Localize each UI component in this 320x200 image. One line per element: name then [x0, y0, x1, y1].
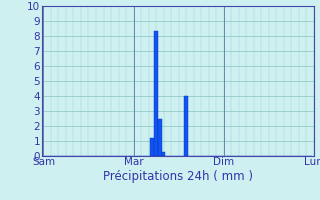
Bar — [154, 31, 158, 156]
Bar — [158, 118, 162, 156]
Bar — [184, 96, 188, 156]
Bar — [162, 152, 165, 156]
Bar — [150, 138, 154, 156]
X-axis label: Précipitations 24h ( mm ): Précipitations 24h ( mm ) — [103, 170, 252, 183]
